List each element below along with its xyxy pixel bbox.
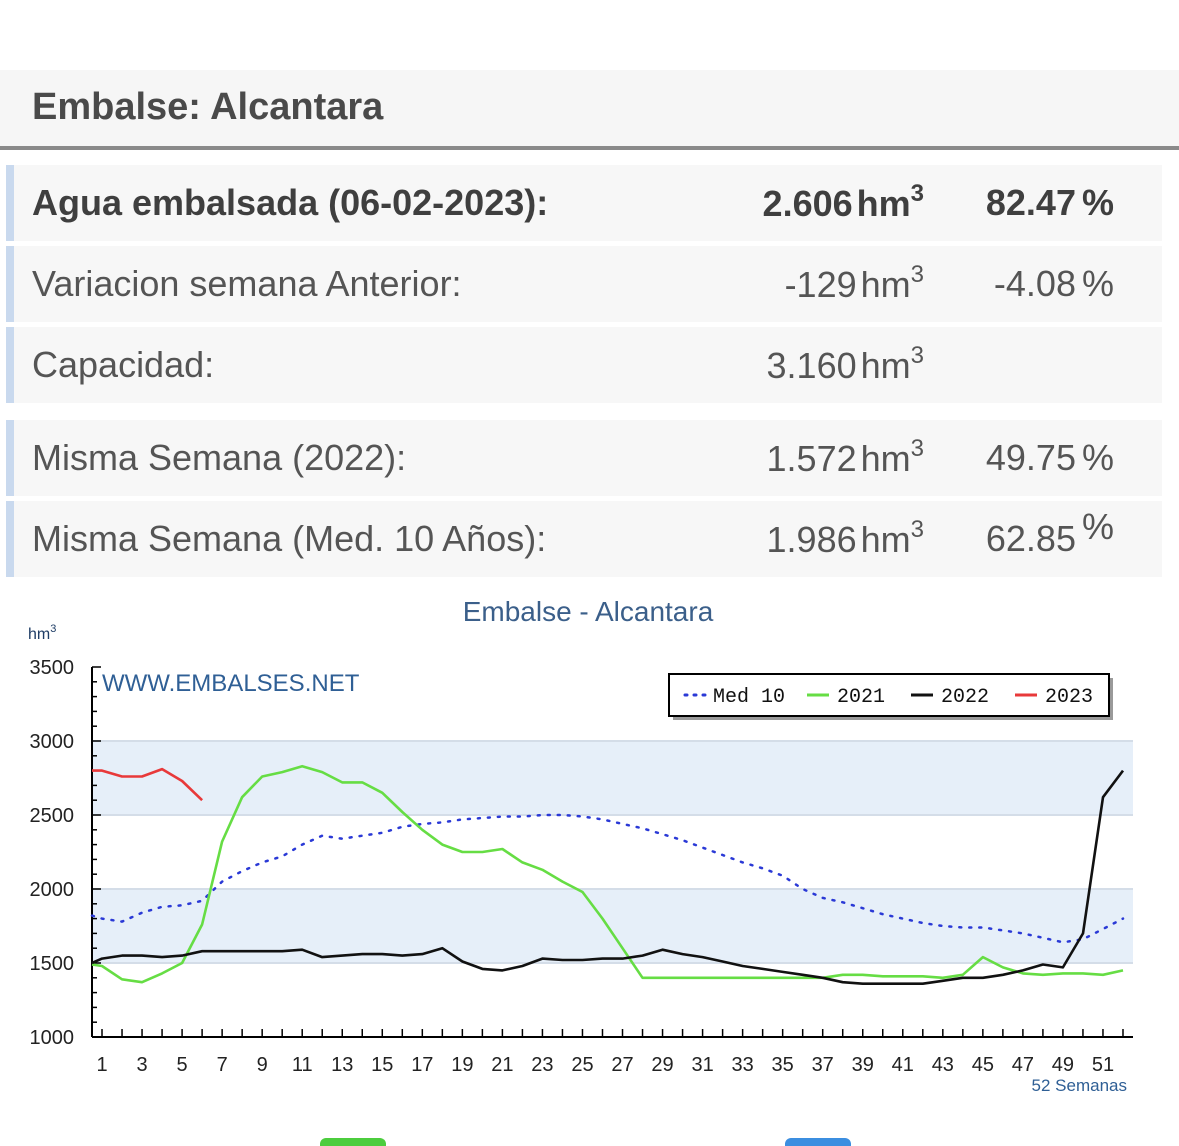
- x-tick-label-13: 13: [331, 1054, 353, 1076]
- series-line-2023: [92, 767, 204, 802]
- stat-value: 1.986 hm3: [766, 516, 924, 560]
- x-tick-label-25: 25: [571, 1054, 593, 1076]
- series-line-2021: [91, 764, 1124, 984]
- x-tick-label-7: 7: [217, 1054, 228, 1076]
- footer-button-right[interactable]: [785, 1138, 851, 1146]
- x-tick-label-33: 33: [732, 1054, 754, 1076]
- legend-label-2022: 2022: [941, 686, 989, 709]
- x-tick-label-11: 11: [292, 1054, 313, 1076]
- legend-label-2023: 2023: [1045, 686, 1093, 709]
- x-tick-label-47: 47: [1012, 1054, 1034, 1076]
- stat-value: -129 hm3: [784, 261, 924, 305]
- y-tick-label-1500: 1500: [30, 953, 75, 975]
- reservoir-chart: Embalse - Alcantara hm3 1000 1500 2000 2500…: [28, 596, 1133, 1095]
- x-tick-label-1: 1: [96, 1054, 107, 1076]
- y-tick-label-3000: 3000: [30, 731, 75, 753]
- x-axis-label: 52 Semanas: [1032, 1076, 1127, 1095]
- stat-label: Misma Semana (Med. 10 Años):: [32, 518, 547, 559]
- chart-container: Embalse - Alcantara hm3 1000 1500 2000 2500…: [0, 585, 1179, 1105]
- page-title: Embalse: Alcantara: [32, 86, 384, 128]
- stat-value: 2.606 hm3: [762, 180, 924, 224]
- y-tick-label-2500: 2500: [30, 805, 75, 827]
- x-tick-label-27: 27: [611, 1054, 633, 1076]
- stat-percent: -4.08%: [993, 263, 1114, 304]
- watermark: WWW.EMBALSES.NET: [102, 670, 360, 697]
- stat-percent: 82.47%: [985, 182, 1114, 223]
- x-tick-label-5: 5: [177, 1054, 188, 1076]
- x-tick-label-49: 49: [1052, 1054, 1074, 1076]
- stat-value: 1.572 hm3: [766, 435, 924, 479]
- legend-label-med-10: Med 10: [713, 686, 785, 709]
- y-tick-label-1000: 1000: [30, 1027, 75, 1049]
- y-axis-unit: hm3: [28, 623, 56, 643]
- chart-title: Embalse - Alcantara: [463, 596, 714, 627]
- legend-label-2021: 2021: [837, 686, 885, 709]
- x-tick-label-51: 51: [1092, 1054, 1114, 1076]
- footer-button-left[interactable]: [320, 1138, 386, 1146]
- x-tick-label-15: 15: [371, 1054, 393, 1076]
- plot-band-1: [92, 741, 1133, 815]
- series-line-med-10: [90, 813, 1125, 944]
- title-bar: Embalse: Alcantara: [0, 70, 1179, 150]
- x-tick-label-31: 31: [691, 1054, 713, 1076]
- plot-background: [92, 667, 1133, 1037]
- stat-row-variacion: Variacion semana Anterior: -129 hm3 -4.08…: [6, 246, 1162, 322]
- stat-row-agua-embalsada: Agua embalsada (06-02-2023): 2.606 hm3 82…: [6, 165, 1162, 241]
- x-tick-label-35: 35: [772, 1054, 794, 1076]
- stat-label: Misma Semana (2022):: [32, 437, 407, 478]
- x-tick-label-29: 29: [651, 1054, 673, 1076]
- stat-percent: [1108, 344, 1114, 386]
- x-tick-label-37: 37: [812, 1054, 834, 1076]
- x-tick-label-43: 43: [932, 1054, 954, 1076]
- y-tick-label-2000: 2000: [30, 879, 75, 901]
- stat-label: Capacidad:: [32, 344, 215, 385]
- x-tick-label-39: 39: [852, 1054, 874, 1076]
- stat-label: Agua embalsada (06-02-2023):: [32, 182, 549, 223]
- series-line-2022: [91, 769, 1125, 986]
- x-tick-label-23: 23: [531, 1054, 553, 1076]
- stat-label: Variacion semana Anterior:: [32, 263, 462, 304]
- x-tick-label-9: 9: [257, 1054, 268, 1076]
- stat-row-misma-semana-med10: Misma Semana (Med. 10 Años): 1.986 hm3 62…: [6, 501, 1162, 577]
- x-tick-label-17: 17: [411, 1054, 433, 1076]
- x-tick-label-41: 41: [892, 1054, 914, 1076]
- x-tick-label-21: 21: [491, 1054, 513, 1076]
- x-tick-label-45: 45: [972, 1054, 994, 1076]
- stat-percent: 49.75%: [985, 437, 1114, 478]
- stat-value: 3.160 hm3: [766, 342, 924, 386]
- stat-row-misma-semana-2022: Misma Semana (2022): 1.572 hm3 49.75%: [6, 420, 1162, 496]
- x-tick-label-3: 3: [136, 1054, 147, 1076]
- y-tick-label-3500: 3500: [30, 657, 75, 679]
- x-tick-label-19: 19: [451, 1054, 473, 1076]
- stat-percent: 62.85%: [985, 506, 1114, 559]
- stat-row-capacidad: Capacidad: 3.160 hm3: [6, 327, 1162, 403]
